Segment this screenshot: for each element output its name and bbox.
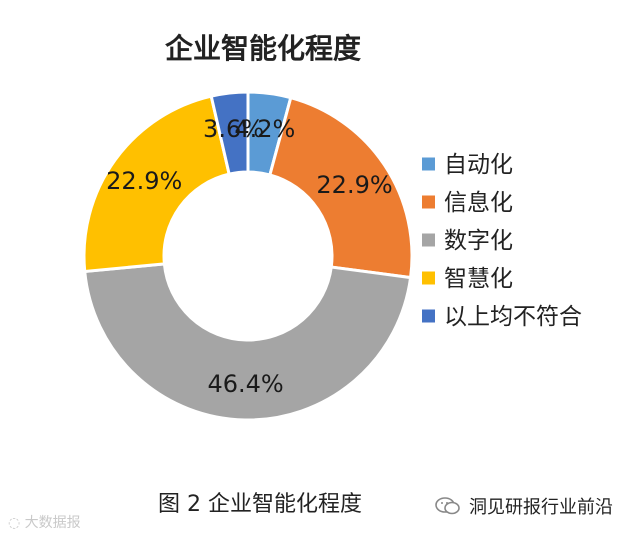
slice-5 xyxy=(209,90,250,176)
wechat-icon xyxy=(435,497,460,515)
watermark-right: 洞见研报行业前沿 xyxy=(435,493,613,519)
data-label-4: 22.9% xyxy=(106,167,182,195)
slice-3 xyxy=(83,262,413,422)
watermark-right-text: 洞见研报行业前沿 xyxy=(469,497,613,518)
legend-swatch-5 xyxy=(422,309,435,323)
data-label-2: 22.9% xyxy=(316,171,392,199)
chart-title: 企业智能化程度 xyxy=(165,32,361,65)
legend-label-2: 信息化 xyxy=(444,190,513,216)
legend-swatch-1 xyxy=(422,157,435,171)
slice-4 xyxy=(82,94,231,274)
watermark-left: ◌ 大数据报 xyxy=(8,512,81,532)
data-label-5: 3.6% xyxy=(203,115,264,143)
legend-label-1: 自动化 xyxy=(444,152,513,178)
data-label-1: 4.2% xyxy=(234,115,295,143)
legend-swatch-3 xyxy=(422,233,435,247)
legend-label-3: 数字化 xyxy=(444,228,513,254)
weibo-icon: ◌ xyxy=(8,515,21,531)
data-label-3: 46.4% xyxy=(207,370,283,398)
legend-label-5: 以上均不符合 xyxy=(444,304,582,330)
donut-slices xyxy=(82,90,414,422)
legend-swatch-2 xyxy=(422,195,435,209)
figure-caption: 图 2 企业智能化程度 xyxy=(158,492,362,517)
legend-swatch-4 xyxy=(422,271,435,285)
watermark-left-text: 大数据报 xyxy=(24,515,81,531)
legend-label-4: 智慧化 xyxy=(444,266,513,292)
slice-2 xyxy=(268,95,414,280)
data-labels: 4.2% 22.9% 46.4% 22.9% 3.6% xyxy=(106,115,393,398)
